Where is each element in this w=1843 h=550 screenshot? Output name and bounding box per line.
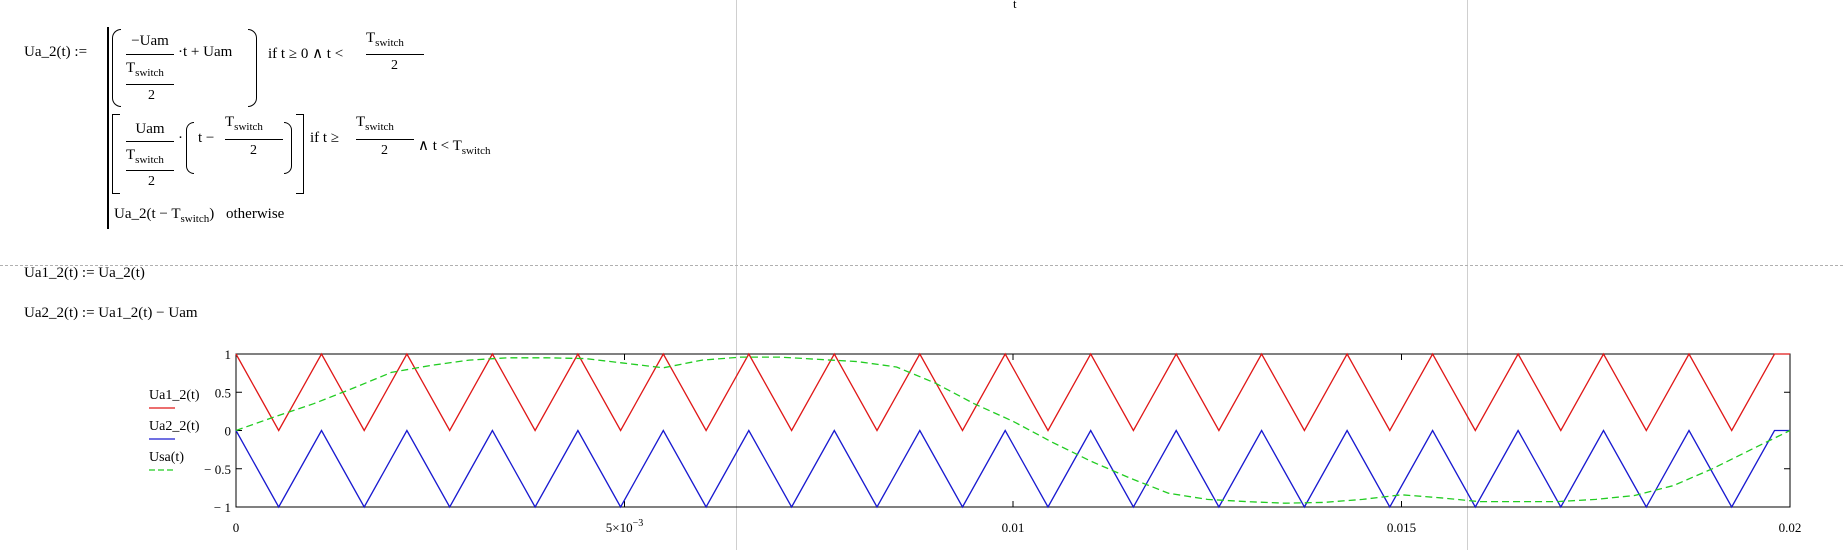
case1-den-two: 2 — [148, 88, 155, 103]
x-tick-label: 0.01 — [1002, 520, 1025, 535]
case2-paren-two: 2 — [250, 143, 257, 158]
case1-numerator: −Uam — [131, 33, 169, 49]
case2-condition: if t ≥ — [310, 130, 340, 146]
plot-frame — [235, 353, 1791, 508]
definition-lhs: Ua_2(t) := — [24, 44, 88, 60]
x-tick-label: 0.02 — [1779, 520, 1802, 535]
y-tick-label: 0 — [225, 424, 232, 439]
piecewise-brace — [107, 27, 109, 229]
page-boundary-line — [1467, 0, 1468, 550]
case1-condition: if t ≥ 0 ∧ t < — [268, 46, 344, 62]
case2-numerator: Uam — [135, 121, 165, 137]
series-line-1 — [235, 352, 1790, 432]
series-line-3 — [235, 356, 1791, 504]
ua1-equation[interactable]: Ua1_2(t) := Ua_2(t) — [24, 265, 145, 281]
x-tick-label: 5×10−3 — [606, 518, 643, 535]
y-tick-label: − 1 — [214, 500, 231, 515]
case2-cond-two: 2 — [381, 143, 388, 158]
region-separator — [0, 265, 1843, 266]
case2-dot: · — [178, 130, 183, 146]
y-tick-label: 0.5 — [215, 385, 231, 400]
x-tick-label: 0.015 — [1387, 520, 1416, 535]
case1-denominator: Tswitch — [126, 60, 164, 79]
case2-denominator: Tswitch — [126, 147, 164, 166]
case1-cond-fraction: Tswitch — [366, 30, 404, 49]
ua2-equation[interactable]: Ua2_2(t) := Ua1_2(t) − Uam — [24, 305, 198, 321]
plot-legend: Ua1_2(t) Ua2_2(t) Usa(t) — [149, 388, 200, 471]
case2-den-two: 2 — [148, 174, 155, 189]
plot-series — [235, 352, 1791, 509]
case2-paren-t: t − — [198, 130, 215, 146]
x-tick-label: 0 — [233, 520, 240, 535]
y-tick-label: 1 — [225, 347, 232, 362]
legend-label: Ua2_2(t) — [149, 419, 200, 434]
legend-label: Ua1_2(t) — [149, 388, 200, 403]
case2-cond-fraction: Tswitch — [356, 114, 394, 133]
case2-cond-tail: ∧ t < Tswitch — [418, 138, 491, 157]
case2-paren-fraction: Tswitch — [225, 114, 263, 133]
series-line-2 — [235, 429, 1790, 509]
case-3: Ua_2(t − Tswitch) otherwise — [114, 206, 285, 225]
y-axis-ticks: 1 0.5 0 − 0.5 − 1 — [204, 347, 1790, 515]
case-2: Uam Tswitch 2 · t − Tswitch 2 if t ≥ Tsw… — [112, 112, 532, 196]
legend-label: Usa(t) — [149, 450, 184, 465]
y-tick-label: − 0.5 — [204, 462, 231, 477]
top-marker: t — [1013, 0, 1017, 11]
x-axis-ticks: 0 5×10−3 0.01 0.015 0.02 — [233, 354, 1802, 535]
case1-tail: ·t + Uam — [178, 44, 233, 60]
page-boundary-line — [736, 0, 737, 550]
case-1: −Uam Tswitch 2 ·t + Uam if t ≥ 0 ∧ t < T… — [112, 27, 452, 107]
case1-cond-two: 2 — [391, 58, 398, 73]
